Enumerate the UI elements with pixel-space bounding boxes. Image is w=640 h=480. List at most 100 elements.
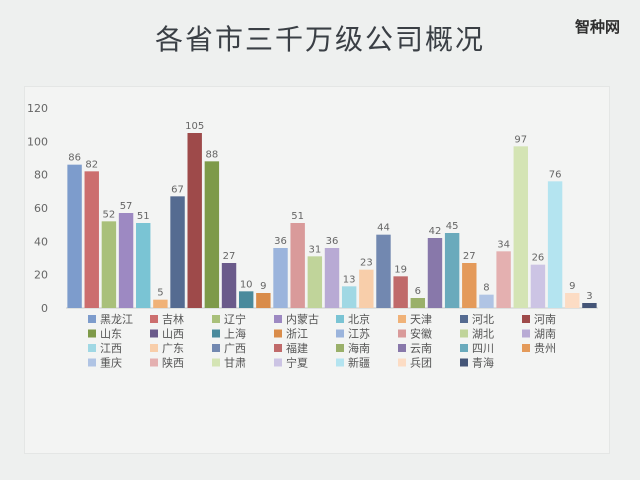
bar-湖北 xyxy=(307,256,323,308)
legend-swatch xyxy=(212,329,220,338)
bar-吉林 xyxy=(84,171,99,308)
data-label: 26 xyxy=(532,253,545,264)
legend-swatch xyxy=(274,358,282,367)
legend-label: 青海 xyxy=(472,356,494,370)
bar-广东 xyxy=(359,269,374,308)
legend-swatch xyxy=(398,358,406,367)
legend-swatch xyxy=(522,315,530,323)
legend-swatch xyxy=(336,358,344,367)
data-label: 82 xyxy=(85,159,98,170)
data-label: 27 xyxy=(463,251,476,262)
bar-江苏 xyxy=(273,248,288,308)
data-label: 86 xyxy=(68,153,81,164)
data-label: 44 xyxy=(377,223,390,234)
legend-label: 河北 xyxy=(472,313,494,326)
legend-swatch xyxy=(150,329,158,338)
data-label: 8 xyxy=(483,283,489,294)
legend-swatch xyxy=(460,358,468,367)
legend-label: 北京 xyxy=(348,312,370,326)
legend-label: 兵团 xyxy=(410,357,432,370)
legend-swatch xyxy=(398,329,406,338)
data-label: 9 xyxy=(260,281,266,292)
legend-swatch xyxy=(88,329,96,338)
data-label: 97 xyxy=(514,134,527,145)
bar-内蒙古 xyxy=(118,213,134,308)
legend-label: 浙江 xyxy=(286,328,308,341)
bar-山西 xyxy=(221,263,237,308)
data-label: 36 xyxy=(326,236,339,247)
chart-title: 各省市三千万级公司概况 xyxy=(154,23,485,56)
legend-label: 黑龙江 xyxy=(100,313,133,326)
data-label: 19 xyxy=(394,264,407,275)
legend-swatch xyxy=(522,344,530,352)
data-label: 27 xyxy=(223,251,236,262)
legend-label: 四川 xyxy=(472,342,494,355)
legend-swatch xyxy=(398,315,406,323)
data-label: 42 xyxy=(429,226,442,237)
data-label: 51 xyxy=(291,211,304,222)
legend-label: 贵州 xyxy=(534,342,556,355)
legend-label: 福建 xyxy=(286,341,308,355)
y-tick-label: 0 xyxy=(41,302,48,315)
data-label: 9 xyxy=(569,281,575,292)
legend-label: 内蒙古 xyxy=(286,312,319,326)
data-label: 52 xyxy=(103,209,116,220)
data-label: 76 xyxy=(549,169,562,180)
legend-swatch xyxy=(460,315,468,323)
bar-浙江 xyxy=(256,293,271,308)
legend-swatch xyxy=(274,329,282,338)
y-tick-label: 60 xyxy=(34,202,48,215)
y-tick-label: 100 xyxy=(27,135,48,148)
bar-河南 xyxy=(187,133,202,308)
legend-swatch xyxy=(336,344,344,352)
legend-swatch xyxy=(274,315,282,323)
legend-swatch xyxy=(336,329,344,338)
legend-label: 广西 xyxy=(224,342,246,355)
bar-辽宁 xyxy=(101,221,117,308)
legend-swatch xyxy=(212,344,220,352)
data-label: 45 xyxy=(446,221,459,232)
bar-山东 xyxy=(204,161,220,308)
bar-江西 xyxy=(341,286,357,308)
legend-label: 重庆 xyxy=(100,356,122,370)
legend-label: 天津 xyxy=(410,313,432,326)
legend-swatch xyxy=(336,315,344,323)
legend-swatch xyxy=(88,315,96,323)
bar-云南 xyxy=(427,238,443,308)
bar-黑龙江 xyxy=(67,164,82,308)
data-label: 3 xyxy=(586,291,592,302)
bar-河北 xyxy=(170,196,185,308)
bar-广西 xyxy=(376,234,391,308)
data-label: 31 xyxy=(308,244,321,255)
legend-label: 湖南 xyxy=(534,328,556,341)
legend-swatch xyxy=(150,358,158,367)
legend-label: 江苏 xyxy=(348,328,370,341)
bar-新疆 xyxy=(547,181,563,308)
y-tick-label: 120 xyxy=(27,102,48,115)
data-label: 23 xyxy=(360,258,373,269)
bar-青海 xyxy=(582,303,597,308)
legend-label: 云南 xyxy=(410,342,432,355)
legend-label: 山西 xyxy=(162,328,184,341)
legend-label: 河南 xyxy=(534,313,556,326)
legend-label: 辽宁 xyxy=(224,312,246,326)
legend-label: 陕西 xyxy=(162,356,184,370)
legend-label: 吉林 xyxy=(162,312,184,326)
legend-label: 广东 xyxy=(162,342,184,355)
bar-湖南 xyxy=(324,248,340,308)
bar-安徽 xyxy=(290,223,305,308)
bar-海南 xyxy=(410,298,426,308)
legend-swatch xyxy=(212,315,220,323)
legend-label: 宁夏 xyxy=(286,356,308,370)
legend-swatch xyxy=(460,329,468,338)
legend-label: 上海 xyxy=(224,327,246,341)
legend-label: 安徽 xyxy=(410,327,432,341)
legend-swatch xyxy=(522,329,530,338)
bar-兵团 xyxy=(565,293,580,308)
watermark-logo: 智种网 xyxy=(574,18,620,36)
legend-label: 江西 xyxy=(100,342,122,355)
data-label: 67 xyxy=(171,184,184,195)
y-tick-label: 80 xyxy=(34,169,48,182)
data-label: 36 xyxy=(274,236,287,247)
